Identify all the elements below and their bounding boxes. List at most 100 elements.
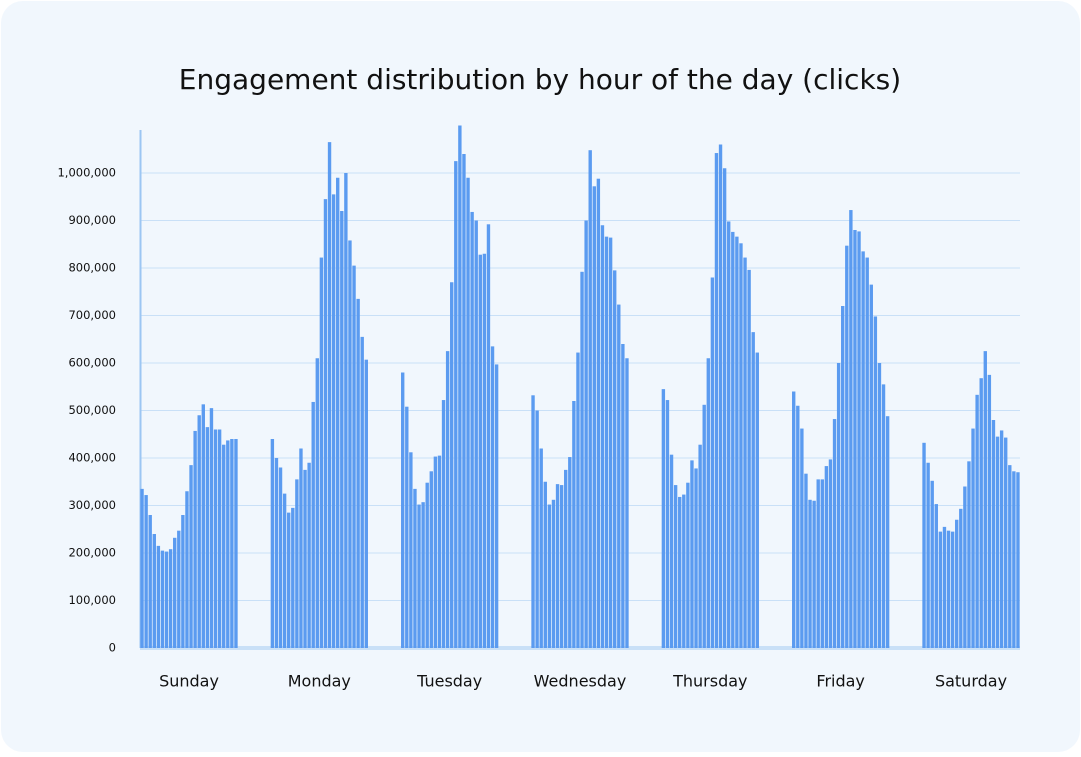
bar — [967, 461, 971, 648]
bar — [955, 519, 959, 648]
y-tick-label: 100,000 — [68, 593, 116, 607]
y-tick-label: 800,000 — [68, 261, 116, 275]
bar — [1004, 437, 1008, 648]
bar — [168, 549, 173, 648]
bar — [702, 404, 706, 648]
bar — [364, 359, 368, 648]
bar — [234, 439, 238, 648]
bar — [816, 479, 820, 648]
bar — [307, 462, 311, 648]
y-tick-label: 200,000 — [68, 546, 116, 560]
bar — [796, 405, 800, 648]
bar — [470, 211, 474, 648]
bar — [303, 469, 307, 648]
bar — [710, 277, 715, 648]
bar — [1012, 471, 1016, 648]
bar — [812, 500, 816, 648]
bar — [144, 495, 148, 648]
bar — [551, 499, 556, 648]
bar — [282, 493, 287, 648]
bar — [576, 352, 580, 648]
bar — [555, 484, 560, 648]
bar — [706, 358, 710, 648]
bar — [792, 391, 796, 648]
bar — [881, 384, 886, 648]
bar — [173, 537, 177, 648]
bar — [938, 531, 943, 648]
x-tick-label: Saturday — [935, 672, 1007, 691]
bar — [926, 462, 930, 648]
bar — [934, 504, 938, 648]
bar — [857, 231, 861, 649]
y-tick-label: 600,000 — [68, 356, 116, 370]
bar — [873, 316, 878, 648]
bar — [348, 240, 352, 648]
bar — [596, 178, 601, 648]
bar — [336, 177, 340, 648]
bar — [983, 351, 987, 648]
bar — [274, 458, 279, 648]
bar — [433, 456, 438, 648]
bar — [401, 372, 405, 648]
bar — [808, 499, 812, 648]
bar — [621, 344, 625, 648]
bar — [694, 468, 698, 648]
bar — [580, 271, 584, 648]
x-tick-label: Friday — [816, 672, 865, 691]
bar — [478, 254, 482, 648]
x-tick-label: Thursday — [672, 672, 747, 691]
bar — [230, 439, 234, 648]
bar — [568, 457, 572, 648]
bar — [535, 410, 539, 648]
bar — [445, 351, 450, 648]
bar — [731, 231, 735, 648]
bar — [572, 401, 576, 648]
bar — [486, 224, 491, 649]
x-tick-label: Wednesday — [534, 672, 627, 691]
bar — [999, 430, 1004, 648]
bar — [804, 473, 808, 648]
bar — [327, 142, 332, 648]
bar — [869, 284, 873, 648]
bar — [865, 257, 869, 648]
bar — [405, 406, 409, 648]
bar — [222, 444, 226, 648]
bar — [441, 400, 446, 648]
bar — [727, 221, 731, 648]
bar — [490, 346, 495, 648]
bar — [559, 485, 564, 648]
bar — [665, 400, 670, 648]
bar — [213, 429, 218, 648]
bar — [682, 494, 686, 648]
bar — [140, 488, 144, 648]
bar — [164, 551, 169, 648]
bar — [181, 515, 185, 648]
bar — [193, 430, 197, 648]
bar — [466, 177, 470, 648]
bar — [311, 401, 315, 648]
bar — [315, 358, 319, 648]
bar — [425, 482, 429, 648]
bar — [885, 416, 890, 648]
bar — [450, 282, 454, 648]
bar — [824, 466, 829, 648]
bar — [160, 550, 165, 648]
bar — [189, 465, 193, 648]
bar — [409, 452, 413, 648]
bar — [991, 420, 996, 648]
bar — [604, 236, 609, 648]
bar — [270, 439, 275, 648]
bar — [462, 154, 466, 648]
bar — [588, 150, 592, 648]
bar — [832, 419, 837, 648]
bar — [841, 306, 845, 648]
x-tick-label: Tuesday — [416, 672, 482, 691]
bar — [853, 230, 857, 648]
bar — [360, 336, 364, 648]
bar — [278, 467, 283, 648]
bar — [299, 448, 303, 648]
bar — [217, 429, 222, 648]
bar — [617, 304, 621, 648]
x-tick-label: Monday — [288, 672, 351, 691]
